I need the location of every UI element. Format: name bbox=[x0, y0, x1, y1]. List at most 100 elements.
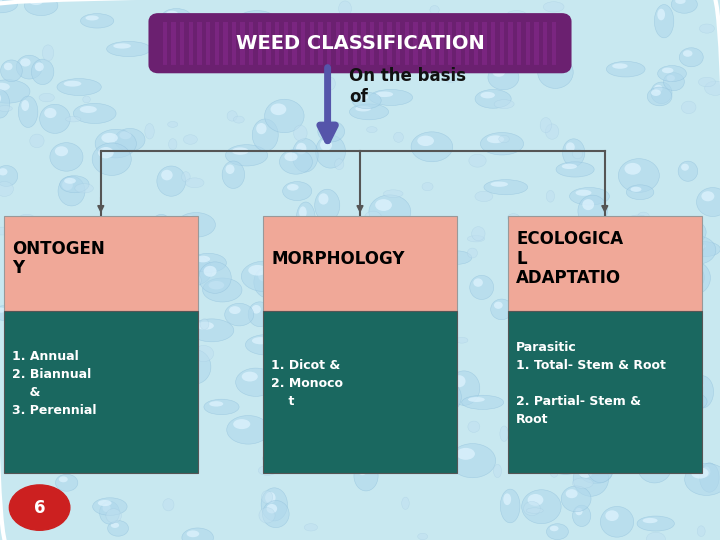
Ellipse shape bbox=[624, 163, 641, 175]
Bar bbox=[508, 310, 702, 472]
Ellipse shape bbox=[320, 139, 332, 151]
Ellipse shape bbox=[80, 106, 96, 113]
Ellipse shape bbox=[364, 211, 382, 225]
Ellipse shape bbox=[667, 269, 685, 304]
Ellipse shape bbox=[318, 121, 345, 142]
Ellipse shape bbox=[271, 104, 287, 115]
Ellipse shape bbox=[390, 413, 406, 426]
Ellipse shape bbox=[0, 181, 14, 197]
Bar bbox=[240, 22, 245, 65]
Ellipse shape bbox=[545, 124, 559, 139]
Ellipse shape bbox=[480, 132, 523, 155]
Bar bbox=[500, 22, 504, 65]
Bar bbox=[228, 22, 232, 65]
Ellipse shape bbox=[35, 62, 44, 71]
Ellipse shape bbox=[594, 439, 612, 464]
Ellipse shape bbox=[566, 143, 575, 152]
Ellipse shape bbox=[543, 60, 557, 71]
Ellipse shape bbox=[305, 524, 318, 531]
Ellipse shape bbox=[418, 449, 431, 465]
Ellipse shape bbox=[196, 256, 210, 262]
Ellipse shape bbox=[83, 388, 90, 393]
Ellipse shape bbox=[322, 124, 333, 131]
Ellipse shape bbox=[86, 403, 99, 409]
Ellipse shape bbox=[374, 367, 395, 377]
Bar bbox=[318, 22, 323, 65]
Ellipse shape bbox=[0, 308, 6, 313]
Ellipse shape bbox=[675, 0, 685, 4]
Ellipse shape bbox=[618, 159, 660, 192]
Ellipse shape bbox=[503, 494, 511, 505]
Ellipse shape bbox=[493, 464, 502, 477]
Ellipse shape bbox=[335, 159, 344, 170]
Ellipse shape bbox=[410, 400, 429, 412]
Ellipse shape bbox=[700, 463, 719, 492]
Ellipse shape bbox=[42, 304, 63, 318]
Ellipse shape bbox=[657, 9, 665, 21]
Ellipse shape bbox=[480, 92, 495, 98]
Bar bbox=[176, 22, 180, 65]
Ellipse shape bbox=[165, 239, 174, 252]
Ellipse shape bbox=[375, 287, 393, 293]
Ellipse shape bbox=[475, 90, 511, 108]
Ellipse shape bbox=[491, 299, 513, 320]
Bar bbox=[374, 22, 379, 65]
Ellipse shape bbox=[265, 492, 276, 504]
Ellipse shape bbox=[680, 236, 716, 264]
Ellipse shape bbox=[659, 362, 671, 374]
Bar bbox=[392, 22, 396, 65]
Bar bbox=[167, 22, 171, 65]
Ellipse shape bbox=[575, 190, 592, 196]
Ellipse shape bbox=[302, 255, 312, 263]
Ellipse shape bbox=[235, 11, 279, 37]
Ellipse shape bbox=[144, 336, 179, 367]
Ellipse shape bbox=[190, 253, 226, 272]
Bar bbox=[236, 22, 240, 65]
Ellipse shape bbox=[431, 381, 462, 413]
Ellipse shape bbox=[0, 227, 12, 235]
Ellipse shape bbox=[166, 11, 178, 17]
Ellipse shape bbox=[92, 313, 112, 321]
Bar bbox=[163, 22, 167, 65]
Ellipse shape bbox=[539, 378, 585, 400]
Bar bbox=[344, 22, 348, 65]
Ellipse shape bbox=[95, 265, 109, 272]
Ellipse shape bbox=[571, 271, 582, 278]
Ellipse shape bbox=[606, 510, 618, 521]
Ellipse shape bbox=[652, 323, 666, 333]
Ellipse shape bbox=[83, 96, 90, 103]
Ellipse shape bbox=[180, 350, 211, 384]
Ellipse shape bbox=[698, 77, 716, 87]
Ellipse shape bbox=[315, 135, 346, 168]
Ellipse shape bbox=[128, 456, 150, 465]
Ellipse shape bbox=[92, 394, 104, 399]
Ellipse shape bbox=[256, 123, 266, 134]
Ellipse shape bbox=[349, 104, 389, 120]
Ellipse shape bbox=[104, 301, 135, 331]
Ellipse shape bbox=[655, 281, 669, 287]
Ellipse shape bbox=[418, 534, 428, 539]
Ellipse shape bbox=[29, 336, 71, 359]
Bar bbox=[552, 22, 556, 65]
Ellipse shape bbox=[544, 2, 564, 12]
Ellipse shape bbox=[413, 38, 423, 49]
Ellipse shape bbox=[446, 253, 458, 257]
Ellipse shape bbox=[555, 285, 565, 300]
Ellipse shape bbox=[688, 242, 720, 256]
Ellipse shape bbox=[551, 451, 567, 461]
Ellipse shape bbox=[631, 187, 642, 192]
Ellipse shape bbox=[235, 368, 276, 396]
Ellipse shape bbox=[192, 275, 202, 286]
Ellipse shape bbox=[526, 508, 543, 514]
Ellipse shape bbox=[204, 266, 217, 277]
Ellipse shape bbox=[349, 421, 359, 427]
Ellipse shape bbox=[499, 136, 510, 143]
Bar bbox=[331, 22, 336, 65]
Ellipse shape bbox=[571, 392, 582, 402]
Ellipse shape bbox=[626, 185, 654, 200]
Bar bbox=[387, 22, 392, 65]
Bar bbox=[206, 22, 210, 65]
Ellipse shape bbox=[0, 105, 12, 111]
Bar bbox=[266, 22, 271, 65]
Ellipse shape bbox=[200, 319, 209, 329]
